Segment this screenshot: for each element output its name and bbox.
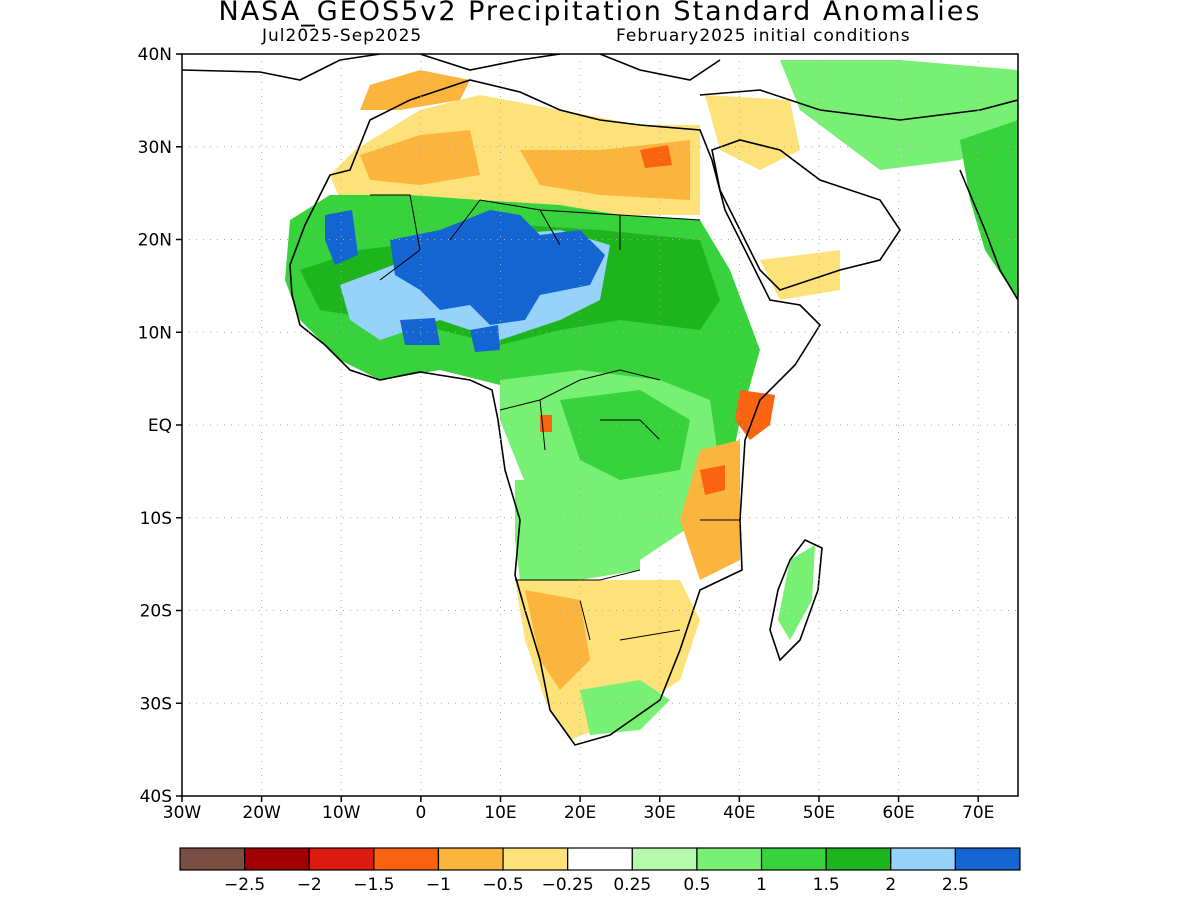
season-label: Jul2025-Sep2025: [262, 26, 423, 46]
map-title: NASA_GEOS5v2 Precipitation Standard Anom…: [218, 0, 982, 27]
init-conditions-label: February2025 initial conditions: [616, 26, 911, 46]
madagascar-coastline: [769, 538, 823, 662]
colorbar-swatch: [890, 847, 956, 871]
colorbar: [179, 847, 1021, 871]
shade-tanzania-anomaly: [700, 465, 725, 495]
colorbar-label: 1.5: [813, 875, 840, 895]
colorbar-label: 2.5: [942, 875, 969, 895]
shade-yemen-dry: [760, 250, 840, 300]
africa-coastline: [289, 79, 822, 746]
lat-tick-label: 40N: [138, 45, 172, 65]
lon-tick-label: 10E: [484, 803, 516, 823]
lon-tick-label: 30W: [163, 803, 202, 823]
shade-angola-wet: [515, 480, 640, 580]
arabia-coastline: [711, 139, 901, 291]
lat-tick-label: 20S: [140, 602, 172, 622]
lon-tick-label: 50E: [803, 803, 835, 823]
lat-tick-label: 10N: [138, 323, 172, 343]
colorbar-label: −1: [426, 875, 451, 895]
longitude-labels: 30W 20W 10W 0 10E 20E 30E 40E 50E 60E 70E: [163, 803, 995, 823]
latitude-labels: 40N 30N 20N 10N EQ 10S 20S 30S 40S: [138, 45, 172, 807]
shade-madagascar-wet: [778, 545, 815, 640]
shade-sahara-dry-core: [360, 130, 480, 185]
shade-southafrica-wet: [580, 680, 670, 735]
lon-tick-label: 20W: [242, 803, 281, 823]
colorbar-swatch: [567, 847, 633, 871]
border-lines: [370, 194, 740, 641]
country-borders: [370, 194, 740, 641]
colorbar-label: 2: [885, 875, 896, 895]
lon-tick-label: 0: [415, 803, 426, 823]
colorbar-label: −2: [297, 875, 322, 895]
shade-namibia-dry: [525, 590, 590, 690]
colorbar-swatch: [244, 847, 310, 871]
lon-tick-label: 20E: [564, 803, 596, 823]
colorbar-swatch: [631, 847, 698, 871]
colorbar-label: −0.25: [542, 875, 594, 895]
shade-sahel-blue-south: [470, 325, 500, 352]
shade-india-wet: [960, 120, 1018, 300]
colorbar-swatch: [696, 847, 763, 871]
shade-arabia-dry: [705, 95, 800, 170]
colorbar-label: −1.5: [353, 875, 394, 895]
asia-coastline: [699, 89, 1018, 301]
colorbar-label: 1: [756, 875, 767, 895]
lat-tick-label: EQ: [148, 416, 172, 436]
europe-coastline: [182, 54, 721, 81]
axis-ticks: [176, 53, 979, 802]
shade-middle-east-wet: [780, 60, 1018, 170]
shade-congo-strong: [560, 390, 690, 480]
lon-tick-label: 40E: [723, 803, 755, 823]
lat-tick-label: 10S: [140, 509, 172, 529]
lat-tick-label: 40S: [140, 787, 172, 807]
shade-morocco-dry: [360, 70, 470, 110]
colorbar-swatch: [954, 847, 1021, 871]
shade-sahel-blue-west: [325, 210, 358, 265]
coastlines: [182, 54, 1018, 746]
colorbar-label: −2.5: [224, 875, 265, 895]
colorbar-swatch: [502, 847, 569, 871]
lat-tick-label: 30N: [138, 138, 172, 158]
lon-tick-label: 60E: [882, 803, 914, 823]
graticule: [182, 54, 1018, 796]
lat-tick-label: 30S: [140, 694, 172, 714]
colorbar-swatch: [437, 847, 504, 871]
shade-sahel-blue-center: [390, 210, 605, 325]
colorbar-swatch: [760, 847, 827, 871]
anomaly-shading: [285, 60, 1018, 740]
colorbar-swatch: [825, 847, 892, 871]
colorbar-label: 0.5: [683, 875, 710, 895]
lon-tick-label: 30E: [644, 803, 676, 823]
colorbar-swatch: [373, 847, 440, 871]
colorbar-swatch: [179, 847, 246, 871]
lon-tick-label: 70E: [962, 803, 994, 823]
shade-sahel-blue-coast: [400, 318, 440, 345]
lat-tick-label: 20N: [138, 231, 172, 251]
shade-egypt-anomaly: [640, 145, 672, 168]
colorbar-swatch: [308, 847, 375, 871]
colorbar-label: −0.5: [482, 875, 523, 895]
colorbar-labels: −2.5 −2 −1.5 −1 −0.5 −0.25 0.25 0.5 1 1.5 2 2.5: [224, 875, 969, 895]
colorbar-label: 0.25: [613, 875, 651, 895]
lon-tick-label: 10W: [322, 803, 361, 823]
